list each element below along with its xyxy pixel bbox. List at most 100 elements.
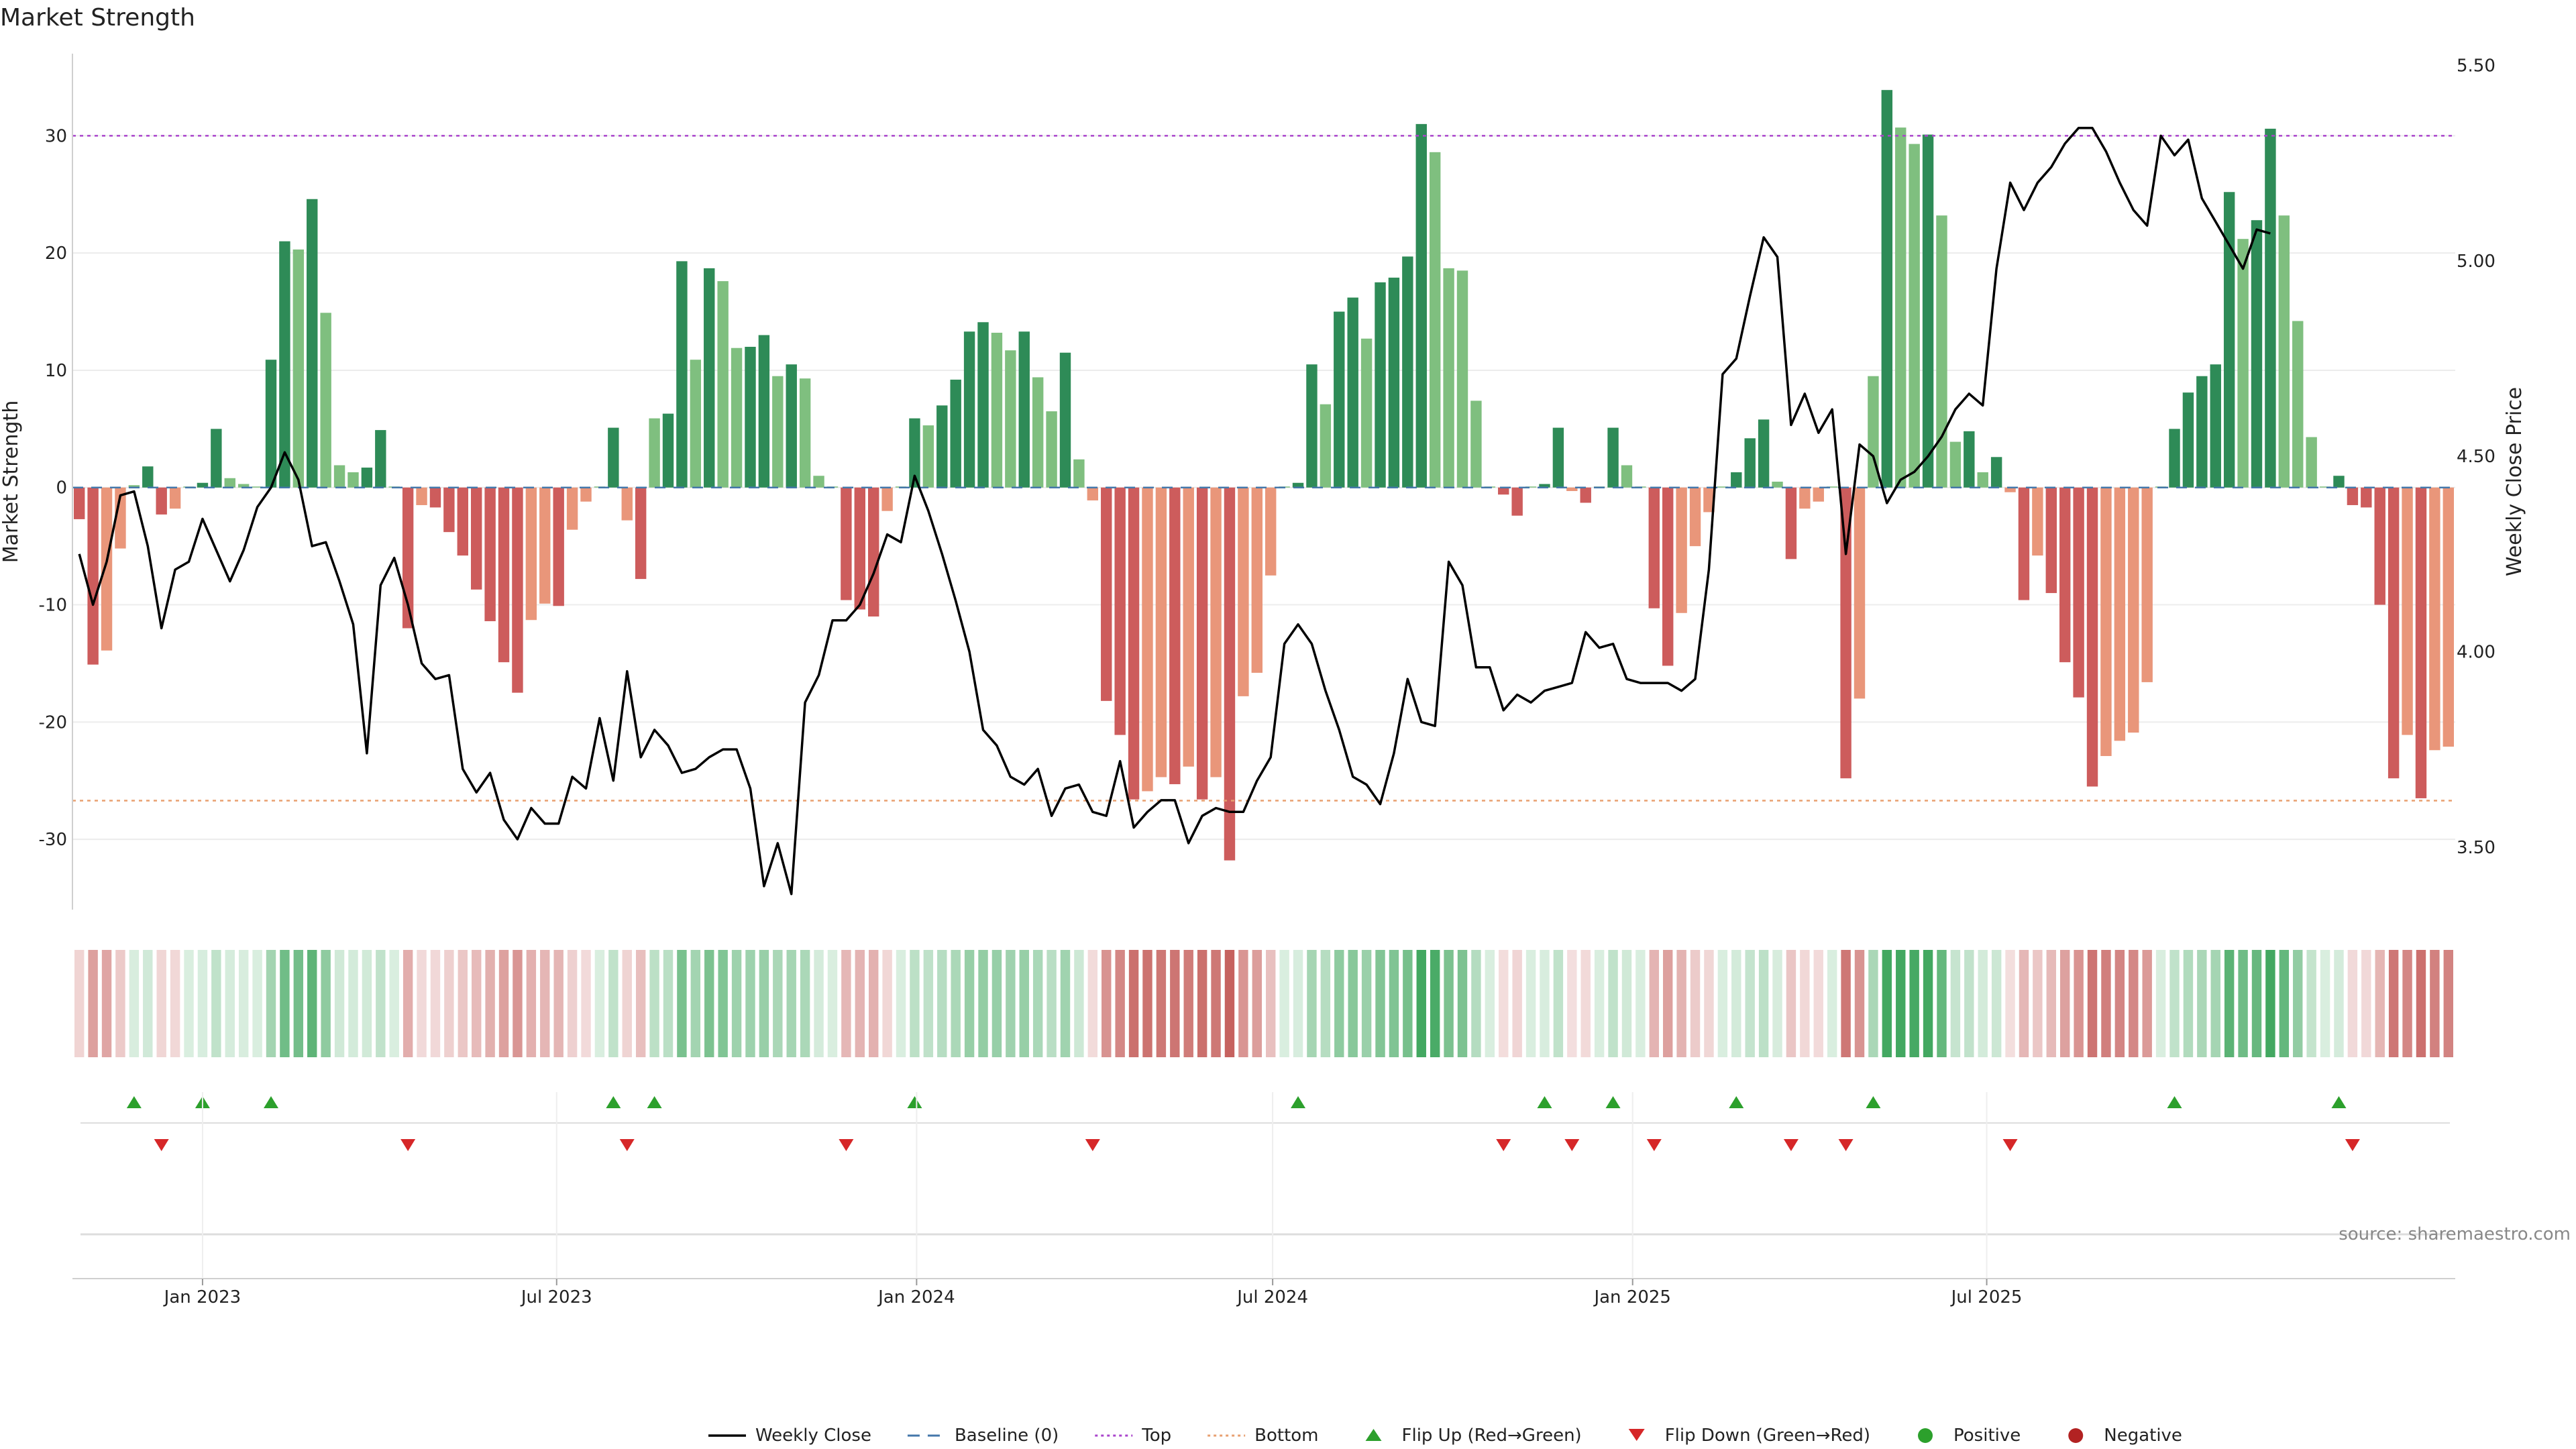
legend-label: Flip Up (Red→Green) (1402, 1426, 1582, 1446)
legend-label: Positive (1953, 1426, 2021, 1446)
strength-bar (1990, 457, 2002, 488)
heat-cell (608, 950, 619, 1057)
heat-cell (376, 950, 386, 1057)
heat-cell (896, 950, 906, 1057)
strength-bar (1059, 352, 1071, 488)
heat-cell (1964, 950, 1974, 1057)
strength-bar (2292, 321, 2304, 488)
strength-bar (2415, 487, 2427, 798)
strength-bar (1265, 487, 1277, 576)
strength-bar (2361, 487, 2372, 508)
strength-bar (498, 487, 510, 663)
legend-item: Weekly Close (708, 1426, 871, 1446)
heat-cell (1499, 950, 1509, 1057)
heat-cell (1786, 950, 1796, 1057)
heat-cell (2265, 950, 2275, 1057)
strength-bar (2387, 487, 2400, 779)
strength-bar (2210, 364, 2221, 488)
heat-cell (622, 950, 632, 1057)
heat-cell (882, 950, 892, 1057)
strength-bar (1881, 90, 1893, 488)
heat-cell (2224, 950, 2235, 1057)
heat-cell (2183, 950, 2194, 1057)
strength-bar (1155, 487, 1167, 777)
strength-bar (1375, 282, 1386, 488)
left-tick-label: 10 (45, 361, 67, 381)
heat-cell (2279, 950, 2290, 1057)
heat-cell (2087, 950, 2098, 1057)
strength-bar (772, 376, 784, 488)
heat-cell (1909, 950, 1919, 1057)
flip-down-marker (1783, 1139, 1799, 1151)
strength-bar (1169, 487, 1181, 784)
strength-bar (1073, 459, 1085, 488)
heat-cell (553, 950, 564, 1057)
heat-cell (1238, 950, 1248, 1057)
strength-bar (1470, 400, 1482, 488)
heat-cell (1416, 950, 1426, 1057)
strength-bar (1949, 441, 1962, 488)
heat-cell (2388, 950, 2399, 1057)
heat-cell (417, 950, 427, 1057)
flip-down-marker (1496, 1139, 1511, 1151)
strength-bar (1087, 487, 1099, 500)
strength-bar (457, 487, 468, 556)
heat-cell (2114, 950, 2125, 1057)
heat-cell (1704, 950, 1714, 1057)
flip-down-marker (1564, 1139, 1580, 1151)
flip-up-marker (1605, 1096, 1621, 1108)
right-tick-label: 4.00 (2457, 642, 2496, 662)
strength-bar (1580, 487, 1591, 503)
heat-cell (2306, 950, 2316, 1057)
legend-item: Flip Down (Green→Red) (1628, 1426, 1870, 1446)
strength-bar (333, 465, 345, 488)
heat-cell (800, 950, 810, 1057)
legend: Weekly Close Baseline (0) Top Bottom Flip Up… (708, 1426, 2182, 1446)
heat-cell (1046, 950, 1057, 1057)
legend-label: Weekly Close (755, 1426, 871, 1446)
strength-bar (649, 418, 660, 488)
strength-bar (1251, 487, 1263, 673)
heat-cell (197, 950, 208, 1057)
flip-up-marker (1729, 1096, 1744, 1108)
heat-cell (2046, 950, 2056, 1057)
legend-label: Flip Down (Green→Red) (1665, 1426, 1870, 1446)
heat-cell (1348, 950, 1358, 1057)
heat-cell (841, 950, 851, 1057)
strength-bar (2059, 487, 2071, 663)
strength-bar (471, 487, 482, 590)
heat-cell (1389, 950, 1399, 1057)
heat-cell (2101, 950, 2111, 1057)
heat-cell (1307, 950, 1317, 1057)
heat-cell (2210, 950, 2220, 1057)
strength-bar (841, 487, 852, 600)
heat-cell (1882, 950, 1892, 1057)
heat-cell (88, 950, 98, 1057)
strength-bar (1922, 134, 1934, 488)
heat-cell (2443, 950, 2453, 1057)
heat-cell (389, 950, 399, 1057)
strength-bar (991, 333, 1003, 488)
strength-bar (690, 360, 702, 488)
left-y-axis: 30 20 10 0 -10 -20 -30 (39, 54, 73, 910)
strength-bar (676, 261, 688, 488)
heat-cell (1553, 950, 1564, 1057)
legend-swatch-dot (1918, 1428, 1933, 1443)
strength-bar (2018, 487, 2030, 600)
strength-bar (1895, 127, 1907, 488)
heat-cell (690, 950, 701, 1057)
left-tick-label: 0 (56, 478, 67, 498)
strength-bar (224, 478, 235, 488)
strength-bar (169, 487, 181, 509)
heat-cell (786, 950, 796, 1057)
flip-up-marker (264, 1096, 278, 1108)
strength-bar (936, 405, 948, 488)
flip-down-marker (2345, 1139, 2360, 1151)
heat-cell (1224, 950, 1235, 1057)
heat-cell (649, 950, 659, 1057)
strength-bar (1977, 472, 1988, 488)
right-tick-label: 4.50 (2457, 447, 2496, 467)
heat-cell (1854, 950, 1865, 1057)
strength-bar (237, 484, 250, 488)
strength-bar (1292, 482, 1304, 488)
